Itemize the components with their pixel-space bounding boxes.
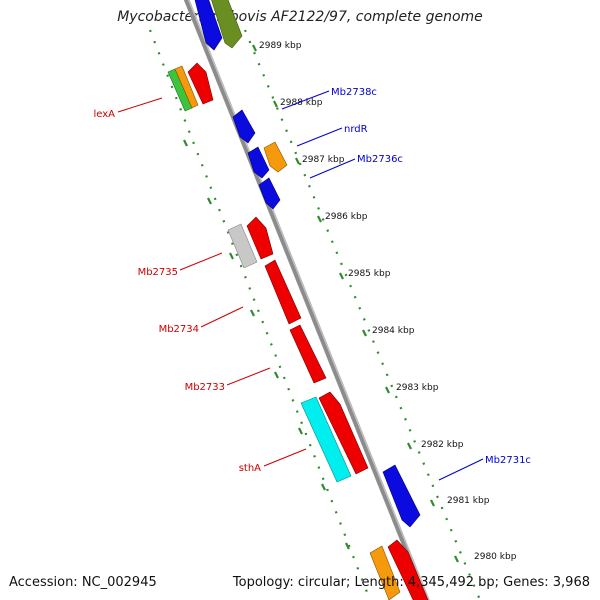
gene-arrow-cyan	[300, 396, 352, 483]
gene-arrow-blue	[382, 464, 421, 528]
gene-arrow-blue	[247, 146, 270, 179]
reverse-strand-genes	[194, 0, 421, 528]
kbp-label: 2982 kbp	[421, 440, 464, 450]
accession-text: Accession: NC_002945	[9, 575, 157, 590]
gene-arrow-red	[289, 324, 327, 384]
gene-arrow-orange	[369, 545, 401, 600]
gene-arrow-red	[264, 259, 302, 325]
genome-backbone-shadow	[188, 0, 430, 600]
gene-label: Mb2735	[138, 267, 178, 278]
kbp-label: 2987 kbp	[302, 155, 345, 165]
gene-label: nrdR	[344, 124, 368, 135]
left-tick-guide	[148, 29, 372, 600]
right-major-ticks	[252, 44, 459, 563]
gene-arrow-red	[387, 539, 429, 600]
gene-label: Mb2733	[185, 382, 225, 393]
gene-label: lexA	[93, 109, 115, 120]
genome-backbone	[183, 0, 429, 600]
gene-arrow-grey	[227, 223, 258, 269]
gene-arrow-red	[246, 216, 274, 260]
kbp-label: 2989 kbp	[259, 41, 302, 51]
gene-label: sthA	[239, 463, 261, 474]
gene-arrow-blue	[258, 177, 281, 210]
kbp-label: 2981 kbp	[447, 496, 490, 506]
gene-label: Mb2731c	[485, 455, 531, 466]
gene-arrow-orange	[263, 141, 288, 173]
kbp-label: 2983 kbp	[396, 383, 439, 393]
label-leader-lines	[117, 90, 484, 481]
gene-arrow-orange	[174, 65, 199, 109]
kbp-label: 2980 kbp	[474, 552, 517, 562]
kbp-label: 2984 kbp	[372, 326, 415, 336]
kbp-label: 2986 kbp	[325, 212, 368, 222]
gene-label: Mb2734	[159, 324, 199, 335]
gene-arrow-blue	[194, 0, 223, 51]
gene-arrow-olive	[211, 0, 243, 49]
genome-summary-text: Topology: circular; Length: 4,345,492 bp…	[232, 575, 590, 590]
left-major-ticks	[183, 139, 350, 550]
gene-label: Mb2738c	[331, 87, 377, 98]
kbp-label: 2988 kbp	[280, 98, 323, 108]
right-tick-guide	[243, 29, 482, 600]
gene-arrow-red	[187, 62, 214, 105]
gene-arrow-blue	[232, 109, 256, 144]
kbp-label: 2985 kbp	[348, 269, 391, 279]
gene-label: Mb2736c	[357, 154, 403, 165]
gene-arrow-red	[318, 391, 369, 475]
forward-strand-genes	[167, 62, 429, 600]
